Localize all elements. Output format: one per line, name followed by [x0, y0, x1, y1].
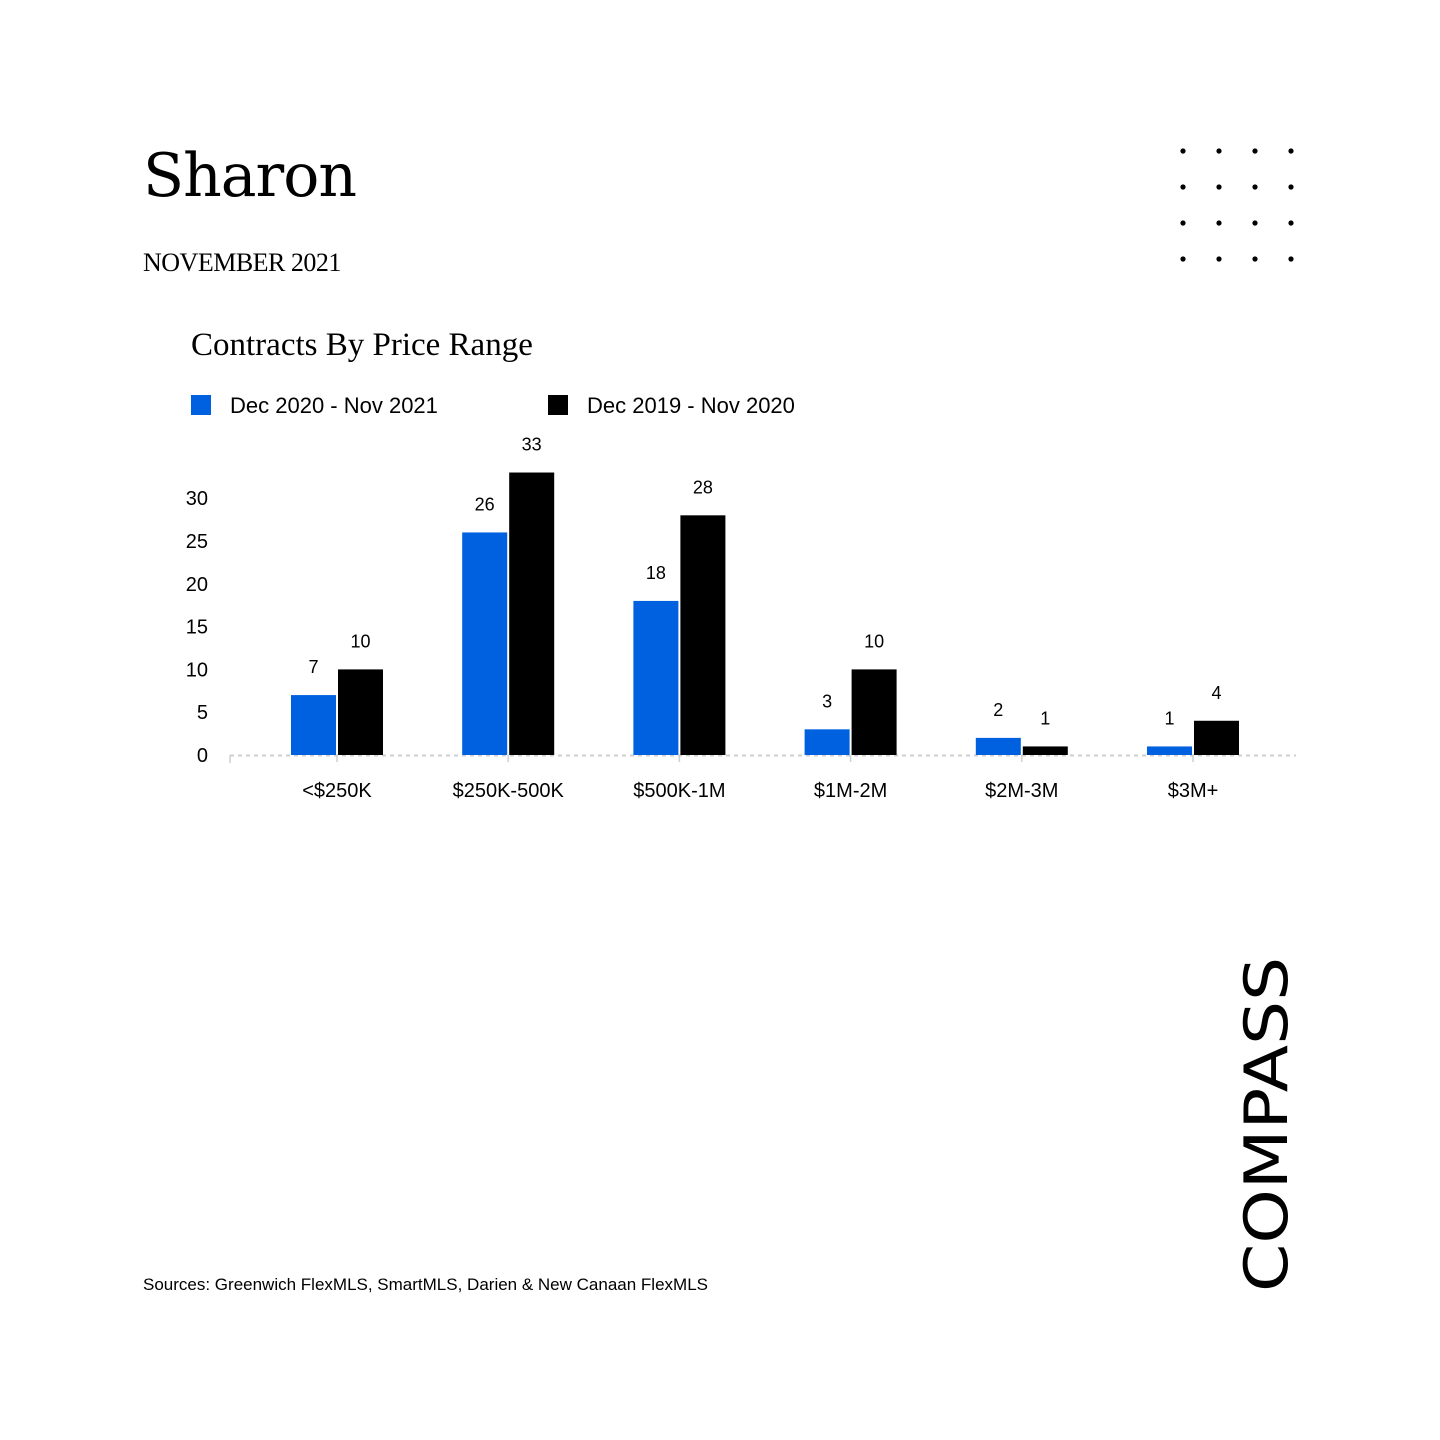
bar-current	[975, 737, 1021, 755]
bar-current	[1147, 746, 1192, 755]
data-label: 1	[1040, 708, 1050, 728]
compass-logo-text: COMPASS	[1235, 957, 1302, 1292]
bar-previous	[851, 669, 897, 755]
x-tick-label: $3M+	[1168, 780, 1219, 802]
legend-label-previous: Dec 2019 - Nov 2020	[587, 393, 795, 418]
compass-logo: COMPASS	[1235, 957, 1302, 1292]
bar-current	[804, 729, 850, 755]
data-label: 10	[864, 631, 884, 651]
data-label: 7	[308, 657, 318, 677]
x-tick-label: <$250K	[302, 780, 372, 802]
bar-previous	[1022, 746, 1068, 755]
data-label: 4	[1211, 683, 1221, 703]
bar-chart: 0 5 10 15 20 25 30 7 10 <$250K 26 33 $250K-500K 18 28 $…	[186, 435, 1296, 802]
data-label: 10	[350, 631, 370, 651]
y-tick-label: 20	[186, 574, 208, 596]
y-tick-label: 0	[197, 745, 208, 767]
bar-previous	[680, 515, 726, 755]
page-title: Sharon	[143, 141, 357, 211]
x-tick-label: $500K-1M	[633, 780, 725, 802]
data-label: 2	[993, 700, 1003, 720]
bar-previous	[1194, 720, 1239, 755]
bar-current	[633, 600, 679, 755]
page-subtitle: NOVEMBER 2021	[143, 248, 341, 277]
bar-previous	[509, 472, 555, 755]
bar-previous	[338, 669, 383, 755]
data-label: 1	[1164, 708, 1174, 728]
bar-current	[462, 532, 508, 755]
x-tick-label: $1M-2M	[814, 780, 887, 802]
chart-title: Contracts By Price Range	[191, 327, 533, 363]
data-label: 33	[522, 435, 542, 455]
y-tick-label: 5	[197, 702, 208, 724]
dot-grid-decoration	[1180, 148, 1294, 262]
y-tick-label: 10	[186, 659, 208, 681]
data-label: 3	[822, 691, 832, 711]
y-tick-label: 25	[186, 531, 208, 553]
y-tick-label: 15	[186, 617, 208, 639]
legend-label-current: Dec 2020 - Nov 2021	[230, 393, 438, 418]
legend-swatch-previous	[548, 395, 568, 415]
legend-swatch-current	[191, 395, 211, 415]
data-label: 28	[693, 477, 713, 497]
x-tick-label: $2M-3M	[985, 780, 1058, 802]
sources-note: Sources: Greenwich FlexMLS, SmartMLS, Da…	[143, 1275, 708, 1294]
data-label: 18	[646, 563, 666, 583]
bar-current	[291, 695, 336, 755]
y-tick-label: 30	[186, 488, 208, 510]
data-label: 26	[475, 494, 495, 514]
x-tick-label: $250K-500K	[453, 780, 565, 802]
